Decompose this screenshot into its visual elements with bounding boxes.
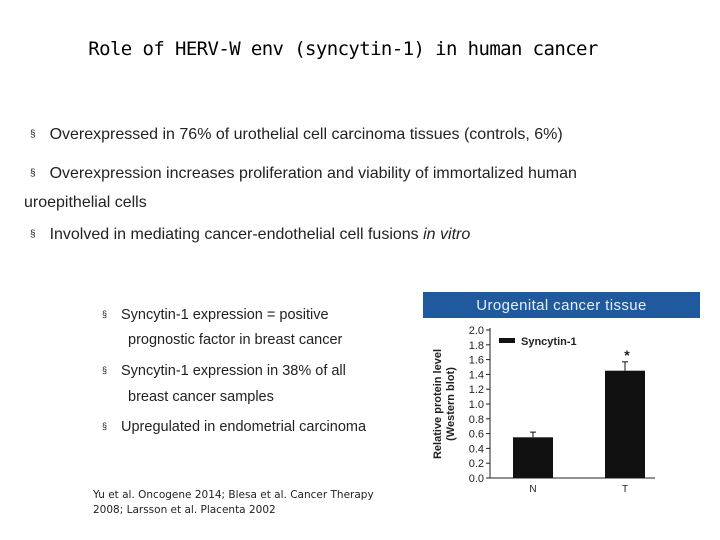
x-tick-label: T bbox=[622, 484, 628, 495]
sub-bullet-mark: § bbox=[102, 421, 108, 431]
references-line-1: Yu et al. Oncogene 2014; Blesa et al. Ca… bbox=[93, 489, 374, 501]
bullet-cell-fusion: § Involved in mediating cancer-endothelia… bbox=[30, 220, 470, 250]
bullet-text: Overexpression increases proliferation a… bbox=[49, 165, 577, 182]
y-tick-label: 1.0 bbox=[469, 399, 484, 411]
sub-bullet-text: Upregulated in endometrial carcinoma bbox=[121, 419, 367, 435]
y-tick-label: 1.2 bbox=[469, 384, 484, 396]
sub-bullet-text: Syncytin-1 expression = positive bbox=[121, 307, 329, 323]
y-tick-label: 0.6 bbox=[469, 429, 484, 441]
y-axis-label: Relative protein level bbox=[432, 349, 444, 459]
sub-bullet-38-percent-cont: breast cancer samples bbox=[128, 389, 274, 405]
y-tick-label: 2.0 bbox=[469, 325, 484, 337]
references-line-2: 2008; Larsson et al. Placenta 2002 bbox=[93, 504, 276, 516]
bar-T bbox=[605, 370, 645, 478]
y-tick-label: 1.6 bbox=[469, 355, 484, 367]
sub-bullet-mark: § bbox=[102, 309, 108, 319]
y-tick-label: 0.4 bbox=[469, 443, 484, 455]
bullet-continuation: uroepithelial cells bbox=[24, 194, 147, 211]
sub-bullet-text: Syncytin-1 expression in 38% of all bbox=[121, 363, 346, 379]
bullet-mark: § bbox=[30, 229, 36, 240]
bullet-proliferation: § Overexpression increases proliferation … bbox=[30, 159, 577, 189]
sub-bullet-mark: § bbox=[102, 365, 108, 375]
significance-marker: * bbox=[624, 347, 630, 363]
y-tick-label: 0.2 bbox=[469, 458, 484, 470]
y-tick-label: 1.4 bbox=[469, 369, 484, 381]
references: Yu et al. Oncogene 2014; Blesa et al. Ca… bbox=[93, 488, 413, 518]
bullet-urothelial: § Overexpressed in 76% of urothelial cell… bbox=[30, 120, 563, 150]
sub-bullet-prognostic-cont: prognostic factor in breast cancer bbox=[128, 332, 343, 348]
sub-bullet-38-percent: § Syncytin-1 expression in 38% of all bbox=[102, 356, 346, 385]
syncytin-bar-chart: 0.0 0.2 0.4 0.6 0.8 1.0 1.2 1.4 1.6 1.8 2.0 Relativ… bbox=[432, 325, 655, 495]
y-tick-label: 0.0 bbox=[469, 473, 484, 485]
bar-N bbox=[513, 437, 553, 478]
legend-swatch bbox=[499, 338, 515, 343]
chart-panel-header: Urogenital cancer tissue bbox=[423, 292, 700, 318]
slide-title: Role of HERV-W env (syncytin-1) in human… bbox=[88, 38, 598, 60]
bullet-text: Involved in mediating cancer-endothelial… bbox=[49, 226, 424, 243]
bullet-mark: § bbox=[30, 168, 36, 179]
bullet-mark: § bbox=[30, 129, 36, 140]
sub-bullet-endometrial: § Upregulated in endometrial carcinoma bbox=[102, 412, 366, 441]
bullet-emphasis: in vitro bbox=[423, 226, 471, 243]
bullet-text: Overexpressed in 76% of urothelial cell … bbox=[49, 126, 563, 143]
sub-bullet-prognostic: § Syncytin-1 expression = positive bbox=[102, 300, 329, 329]
x-tick-label: N bbox=[529, 484, 536, 495]
y-tick-label: 0.8 bbox=[469, 414, 484, 426]
y-axis-label-cont: (Western blot) bbox=[445, 367, 457, 441]
y-tick-label: 1.8 bbox=[469, 340, 484, 352]
legend-label: Syncytin-1 bbox=[521, 336, 577, 348]
